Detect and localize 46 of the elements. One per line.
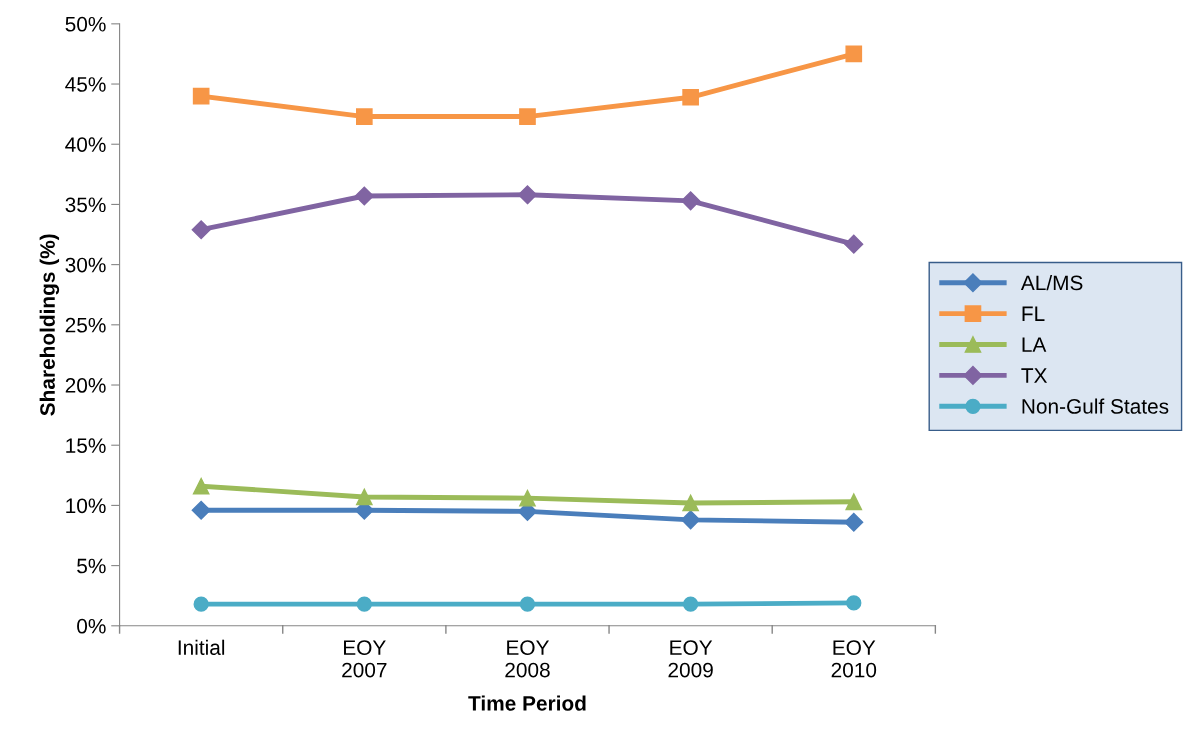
y-axis-title: Shareholdings (%) — [39, 234, 60, 416]
x-axis-title: Time Period — [468, 695, 586, 711]
y-tick-label: 25% — [65, 317, 106, 333]
x-tick-label: Initial — [178, 639, 225, 655]
point — [682, 596, 699, 612]
point — [355, 488, 373, 506]
legend-label: Non-Gulf States — [1022, 398, 1169, 414]
point — [193, 596, 209, 612]
legend-label: FL — [1022, 306, 1045, 321]
point — [354, 186, 374, 206]
point — [191, 500, 211, 520]
point — [517, 185, 538, 205]
point — [682, 494, 699, 512]
y-tick-label: 45% — [65, 77, 106, 92]
y-tick-label: 10% — [66, 498, 106, 514]
y-tick-label: 40% — [65, 137, 106, 152]
point — [191, 220, 211, 240]
point — [682, 88, 699, 106]
x-tick-label: EOY 2007 — [342, 640, 387, 678]
legend-label: LA — [1022, 337, 1047, 352]
point — [681, 191, 701, 211]
x-tick-label: EOY 2010 — [831, 640, 877, 678]
point — [519, 596, 536, 612]
y-tick-label: 5% — [77, 558, 106, 574]
y-tick-label: 50% — [65, 16, 106, 32]
point — [192, 477, 210, 495]
point — [845, 493, 863, 511]
point — [519, 108, 536, 125]
point — [844, 234, 864, 254]
point — [192, 87, 210, 105]
x-tick-label: EOY 2009 — [668, 640, 713, 678]
point — [844, 512, 864, 532]
y-tick-label: 20% — [65, 378, 106, 393]
point — [846, 595, 862, 611]
y-tick-label: 15% — [66, 438, 106, 453]
point — [519, 489, 536, 507]
point — [845, 45, 863, 63]
y-tick-label: 30% — [65, 257, 106, 273]
point — [356, 596, 372, 612]
y-tick-label: 0% — [77, 618, 106, 634]
y-tick-label: 35% — [65, 197, 106, 213]
point — [355, 108, 373, 125]
x-tick-label: EOY 2008 — [505, 640, 550, 678]
legend-label: AL/MS — [1020, 274, 1083, 291]
legend-label: TX — [1021, 368, 1048, 383]
point — [681, 510, 701, 530]
